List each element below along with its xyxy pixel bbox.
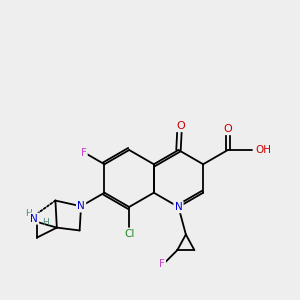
Text: O: O	[224, 124, 232, 134]
Text: H: H	[25, 209, 32, 218]
Text: Cl: Cl	[124, 229, 134, 239]
Text: N: N	[77, 201, 85, 211]
Text: OH: OH	[256, 145, 272, 155]
Text: H: H	[42, 218, 48, 227]
Text: O: O	[177, 121, 185, 131]
Text: N: N	[30, 214, 38, 224]
Text: N: N	[175, 202, 182, 212]
Text: F: F	[159, 260, 165, 269]
Text: F: F	[81, 148, 86, 158]
